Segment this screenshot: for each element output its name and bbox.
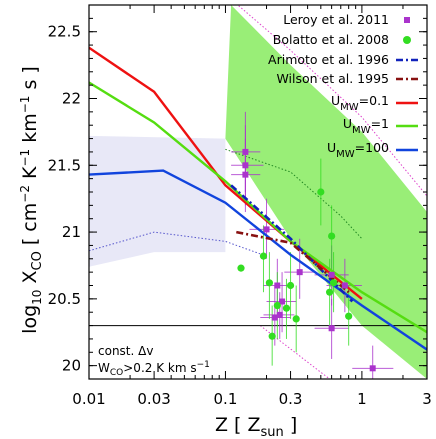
point-circle-6 — [286, 281, 295, 290]
legend-label-1: Bolatto et al. 2008 — [273, 32, 389, 47]
legend-marker-1 — [403, 36, 411, 44]
point-square-1 — [242, 162, 249, 169]
model-line-1 — [89, 81, 427, 334]
point-square-9 — [328, 271, 335, 278]
point-square-12 — [369, 365, 376, 372]
y-tick-label-2: 21 — [62, 223, 81, 241]
point-square-2 — [242, 171, 249, 178]
legend-label-0: Leroy et al. 2011 — [283, 12, 389, 27]
legend: Leroy et al. 2011 Bolatto et al. 2008 Arim… — [268, 12, 418, 160]
model-line-2 — [89, 169, 427, 351]
point-circle-8 — [317, 188, 325, 196]
legend-label-5: UMW=1 — [343, 116, 389, 136]
legend-label-rest: =0.1 — [359, 93, 389, 108]
x-tick-label-1: 0.03 — [137, 390, 170, 408]
point-square-10 — [341, 282, 348, 289]
dotted-curve-2 — [225, 148, 363, 240]
legend-marker-0 — [404, 17, 410, 23]
legend-label-sub: MW — [340, 102, 359, 113]
point-circle-5 — [282, 304, 291, 312]
band-0 — [225, 5, 427, 379]
legend-label-main: U — [331, 93, 340, 108]
x-tick-label-0: 0.01 — [72, 390, 105, 408]
point-square-6 — [271, 314, 278, 321]
point-square-11 — [328, 325, 335, 332]
y-axis-title: log10 XCO [ cm−2 K−1 km−1 s ] — [18, 66, 45, 334]
point-square-0 — [242, 148, 249, 155]
legend-label-rest: =100 — [355, 140, 389, 155]
point-circle-4 — [273, 301, 281, 310]
legend-label-sub: MW — [336, 149, 355, 160]
x-tick-label-3: 0.3 — [279, 390, 303, 408]
point-square-5 — [279, 298, 286, 305]
point-circle-10 — [326, 288, 334, 296]
x-tick-label-4: 1 — [357, 390, 367, 408]
legend-label-3: Wilson et al. 1995 — [276, 71, 389, 86]
annotation-line1: const. Δv — [98, 344, 153, 358]
x-tick-label-2: 0.1 — [214, 390, 238, 408]
legend-label-main: U — [343, 116, 352, 131]
x-tick-label-5: 3 — [422, 390, 432, 408]
point-circle-12 — [345, 312, 353, 320]
legend-label-sub: MW — [352, 125, 371, 136]
dotted-curve-0 — [237, 5, 427, 197]
legend-label-4: UMW=0.1 — [331, 93, 389, 113]
point-circle-1 — [259, 252, 268, 260]
model-line-0 — [89, 46, 363, 300]
y-tick-label-5: 22.5 — [48, 23, 81, 41]
point-square-3 — [263, 226, 270, 233]
point-square-8 — [296, 269, 303, 276]
dotted-curve-1 — [259, 325, 331, 379]
legend-label-6: UMW=100 — [327, 140, 389, 160]
point-square-7 — [276, 311, 283, 318]
point-circle-11 — [329, 279, 338, 287]
dotted-curve-3 — [89, 231, 267, 257]
legend-label-main: U — [327, 140, 336, 155]
point-circle-0 — [237, 264, 245, 272]
y-tick-label-3: 21.5 — [48, 156, 81, 174]
point-circle-7 — [292, 315, 300, 323]
legend-label-2: Arimoto et al. 1996 — [268, 52, 389, 67]
point-circle-3 — [268, 332, 276, 340]
legend-label-rest: =1 — [371, 116, 389, 131]
point-circle-2 — [265, 279, 274, 287]
y-tick-label-1: 20.5 — [48, 290, 81, 308]
y-tick-label-0: 20 — [62, 357, 81, 375]
band-1 — [89, 135, 226, 267]
annotation-line2: WCO>0.2 K km s−1 — [98, 360, 210, 378]
point-circle-9 — [328, 232, 336, 240]
y-tick-label-4: 22 — [62, 90, 81, 108]
point-square-4 — [274, 282, 281, 289]
x-axis-title: Z [ Zsun ] — [215, 414, 297, 439]
